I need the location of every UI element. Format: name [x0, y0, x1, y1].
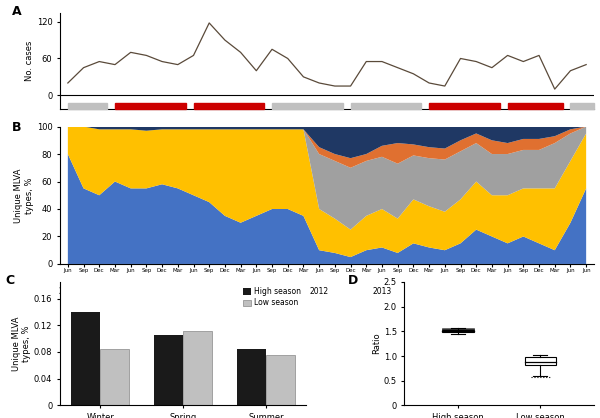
- Bar: [272, 103, 343, 109]
- Text: 2015: 2015: [498, 287, 517, 296]
- Bar: [448, 166, 464, 177]
- Bar: [68, 103, 107, 109]
- Text: 2011: 2011: [247, 287, 266, 296]
- Bar: [508, 103, 563, 109]
- Text: 2-15-9-10-0212: 2-15-9-10-0212: [304, 168, 355, 175]
- Text: D: D: [347, 274, 358, 288]
- Text: B: B: [12, 121, 22, 134]
- Bar: [282, 166, 299, 177]
- Bar: [100, 349, 129, 405]
- Bar: [525, 357, 556, 364]
- Bar: [429, 103, 500, 109]
- Bar: [350, 103, 421, 109]
- Text: C: C: [6, 274, 15, 288]
- Y-axis label: Unique MLVA
types, %: Unique MLVA types, %: [11, 316, 31, 371]
- Text: 2-15-8-10(10)-0212: 2-15-8-10(10)-0212: [304, 183, 369, 189]
- Bar: [448, 152, 464, 162]
- Legend: High season, Low season: High season, Low season: [242, 285, 302, 309]
- Text: 2010: 2010: [184, 287, 203, 296]
- Text: 2013: 2013: [373, 287, 392, 296]
- Bar: [183, 331, 212, 405]
- Bar: [115, 103, 185, 109]
- Bar: [282, 181, 299, 191]
- Bar: [154, 335, 183, 405]
- Text: 2-14-8-10(11)-523: 2-14-8-10(11)-523: [304, 154, 365, 161]
- Bar: [237, 349, 266, 405]
- Bar: [266, 355, 295, 405]
- Bar: [442, 330, 473, 332]
- Bar: [571, 103, 594, 109]
- Bar: [71, 312, 100, 405]
- Text: 2008: 2008: [58, 287, 77, 296]
- Text: A: A: [12, 5, 22, 18]
- Y-axis label: Unique MLVA
types, %: Unique MLVA types, %: [14, 168, 34, 222]
- Y-axis label: Ratio: Ratio: [372, 333, 381, 354]
- Text: 2016: 2016: [561, 287, 580, 296]
- Text: 2014: 2014: [435, 287, 454, 296]
- Text: 2-7-7-12(11;13)-0212: 2-7-7-12(11;13)-0212: [469, 168, 541, 175]
- Text: 2012: 2012: [310, 287, 329, 296]
- Y-axis label: No. cases: No. cases: [25, 41, 34, 81]
- Text: 2-7-6-12(11;13;14)-523: 2-7-6-12(11;13;14)-523: [469, 154, 547, 161]
- Bar: [282, 152, 299, 162]
- Bar: [193, 103, 264, 109]
- Text: 2009: 2009: [121, 287, 140, 296]
